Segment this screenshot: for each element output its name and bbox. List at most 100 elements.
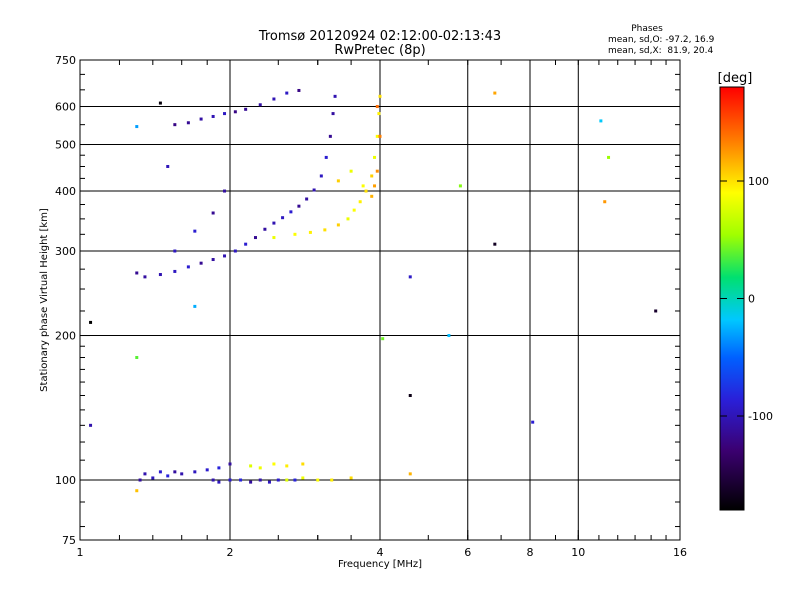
y-tick-label: 75: [62, 534, 76, 547]
data-point: [244, 242, 248, 246]
data-point: [217, 466, 221, 470]
x-tick-label: 6: [464, 546, 471, 559]
data-point: [358, 200, 362, 204]
data-point: [180, 472, 184, 476]
data-point: [361, 184, 365, 188]
data-point: [173, 470, 177, 474]
data-point: [408, 472, 412, 476]
data-point: [135, 271, 139, 275]
data-point: [199, 117, 203, 121]
data-point: [158, 273, 162, 277]
data-point: [349, 476, 353, 480]
y-tick-label: 300: [55, 245, 76, 258]
data-point: [193, 304, 197, 308]
colorbar-tick-label: -100: [748, 410, 773, 423]
data-point: [352, 208, 356, 212]
data-point: [217, 480, 221, 484]
data-point: [186, 121, 190, 125]
data-point: [312, 188, 316, 192]
data-point: [373, 155, 377, 159]
data-point: [289, 210, 293, 214]
data-point: [223, 112, 227, 116]
data-point: [447, 334, 451, 338]
data-point: [328, 134, 332, 138]
data-point: [135, 125, 139, 129]
data-point: [364, 189, 368, 193]
data-point: [166, 474, 170, 478]
data-point: [193, 229, 197, 233]
data-point: [272, 221, 276, 225]
data-point: [458, 184, 462, 188]
x-ticks: 1 2 4 6 8 10 16: [77, 60, 687, 559]
y-tick-label: 500: [55, 139, 76, 152]
y-ticks: 75 100 200 300 400 500 600 750: [55, 54, 680, 547]
data-point: [244, 107, 248, 111]
data-point: [211, 211, 215, 215]
data-point: [370, 174, 374, 178]
data-point: [378, 94, 382, 98]
x-axis-label: Frequency [MHz]: [338, 559, 422, 570]
data-point: [253, 236, 257, 240]
data-point: [301, 476, 305, 480]
y-tick-label: 600: [55, 101, 76, 114]
data-point: [211, 478, 215, 482]
data-point: [249, 464, 253, 468]
y-axis-label: Stationary phase Virtual Height [km]: [39, 208, 50, 392]
data-point: [272, 97, 276, 101]
data-point: [143, 275, 147, 279]
data-point: [285, 464, 289, 468]
data-point: [408, 275, 412, 279]
x-tick-label: 8: [527, 546, 534, 559]
data-point: [377, 112, 381, 116]
data-point: [199, 261, 203, 265]
data-point: [158, 470, 162, 474]
data-point: [285, 91, 289, 95]
data-point: [143, 472, 147, 476]
data-point: [239, 478, 243, 482]
data-point: [135, 489, 139, 493]
data-point: [258, 466, 262, 470]
chart-title: Tromsø 20120924 02:12:00-02:13:43: [258, 29, 501, 44]
data-point: [138, 478, 142, 482]
y-tick-label: 100: [55, 474, 76, 487]
data-point: [319, 174, 323, 178]
data-point: [493, 242, 497, 246]
colorbar-ticks: 100 0 -100: [720, 175, 773, 423]
data-point: [408, 394, 412, 398]
phases-title: Phases: [631, 24, 663, 34]
data-point: [293, 232, 297, 236]
x-tick-label: 2: [227, 546, 234, 559]
data-point: [336, 223, 340, 227]
data-point: [316, 478, 320, 482]
data-points: [89, 88, 658, 493]
data-point: [173, 269, 177, 273]
data-point: [223, 189, 227, 193]
grid-lines: [80, 60, 680, 540]
data-point: [258, 103, 262, 107]
data-point: [158, 101, 162, 105]
data-point: [493, 91, 497, 95]
data-point: [301, 462, 305, 466]
data-point: [233, 249, 237, 253]
data-point: [324, 155, 328, 159]
chart-subtitle: RwPretec (8p): [334, 43, 425, 58]
data-point: [331, 112, 335, 116]
data-point: [607, 155, 611, 159]
colorbar-tick-label: 0: [748, 293, 755, 306]
data-point: [285, 478, 289, 482]
data-point: [276, 478, 280, 482]
data-point: [531, 420, 535, 424]
data-point: [173, 123, 177, 127]
data-point: [375, 134, 379, 138]
x-tick-label: 4: [377, 546, 384, 559]
y-tick-label: 200: [55, 330, 76, 343]
x-tick-label: 16: [673, 546, 687, 559]
data-point: [223, 254, 227, 258]
data-point: [205, 468, 209, 472]
data-point: [654, 309, 658, 313]
data-point: [89, 423, 93, 427]
data-point: [297, 204, 301, 208]
x-tick-label: 10: [571, 546, 585, 559]
data-point: [211, 114, 215, 118]
